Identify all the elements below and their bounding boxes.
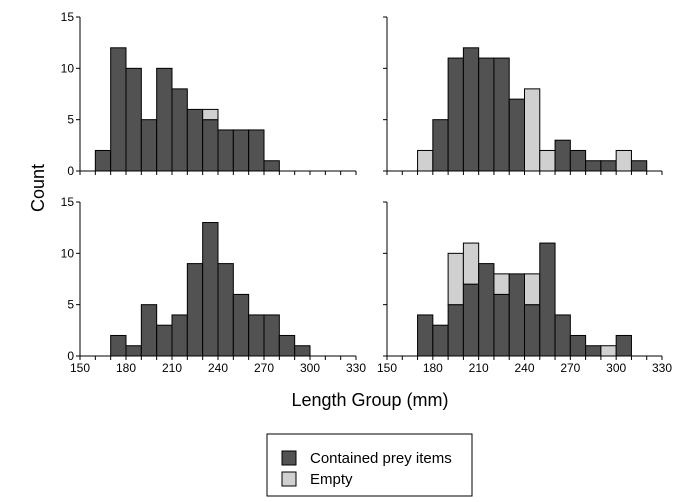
panel-bottom-right: 150 180 210 240 270 300 330 xyxy=(377,201,672,375)
y-tick-label: 10 xyxy=(61,61,75,75)
bar-contained xyxy=(462,283,480,357)
bar-contained xyxy=(278,334,296,357)
bar-contained xyxy=(569,149,587,172)
bar-contained xyxy=(462,47,480,172)
bar-empty xyxy=(202,108,219,121)
bar-contained xyxy=(94,149,112,172)
y-tick-label: 10 xyxy=(61,246,75,260)
bar-contained xyxy=(156,324,173,357)
bar-contained xyxy=(447,304,464,357)
bar-contained xyxy=(630,160,648,172)
bar-contained xyxy=(202,119,219,172)
bar-empty xyxy=(539,149,556,172)
bar-contained xyxy=(171,88,188,172)
legend-swatch-empty xyxy=(281,471,297,487)
legend-label-empty: Empty xyxy=(310,471,353,488)
bar-contained xyxy=(156,67,173,172)
bar-contained xyxy=(478,57,495,172)
bar-contained xyxy=(539,242,556,357)
panel-top-right xyxy=(383,16,663,175)
y-tick-label: 15 xyxy=(61,10,75,24)
x-axis-title: Length Group (mm) xyxy=(291,390,448,410)
bar-contained xyxy=(248,129,265,172)
bar-contained xyxy=(294,345,311,357)
bar-contained xyxy=(554,139,571,172)
bar-empty xyxy=(524,88,541,172)
bar-contained xyxy=(110,47,127,172)
panel-top-left: 0 5 10 15 xyxy=(61,10,357,178)
bar-contained xyxy=(140,119,158,172)
bar-contained xyxy=(217,129,234,172)
bar-contained xyxy=(125,345,142,357)
y-tick-label: 15 xyxy=(61,195,75,209)
x-tick-label: 180 xyxy=(423,361,443,375)
legend: Contained prey items Empty xyxy=(266,433,473,497)
bar-empty xyxy=(493,273,510,295)
panel-bottom-left: 0 5 10 15 150 180 210 240 270 300 330 xyxy=(61,195,367,375)
bar-contained xyxy=(432,119,449,172)
x-tick-label: 210 xyxy=(162,361,182,375)
bar-contained xyxy=(140,304,158,357)
bar-contained xyxy=(615,334,632,357)
bar-contained xyxy=(186,108,204,172)
x-tick-label: 210 xyxy=(469,361,489,375)
bar-contained xyxy=(263,160,280,172)
x-tick-label: 330 xyxy=(346,361,366,375)
bar-empty xyxy=(417,149,434,172)
bar-contained xyxy=(447,57,464,172)
bar-contained xyxy=(585,345,602,357)
y-tick-label: 5 xyxy=(67,298,74,312)
bar-contained xyxy=(585,160,602,172)
legend-label-contained: Contained prey items xyxy=(310,450,452,467)
x-tick-label: 240 xyxy=(514,361,534,375)
bar-contained xyxy=(171,314,188,357)
bar-contained xyxy=(600,160,617,172)
y-tick-label: 0 xyxy=(67,349,74,363)
bar-empty xyxy=(600,345,617,357)
y-tick-label: 0 xyxy=(67,164,74,178)
bar-contained xyxy=(508,98,526,172)
bar-contained xyxy=(202,222,219,357)
x-tick-label: 300 xyxy=(300,361,320,375)
bar-contained xyxy=(524,304,541,357)
bar-contained xyxy=(232,293,250,357)
bar-empty xyxy=(524,273,541,306)
bar-contained xyxy=(248,314,265,357)
bar-contained xyxy=(263,314,280,357)
bar-contained xyxy=(232,129,250,172)
x-tick-label: 330 xyxy=(652,361,672,375)
x-tick-label: 150 xyxy=(70,361,90,375)
x-tick-label: 270 xyxy=(254,361,274,375)
bar-contained xyxy=(569,334,587,357)
x-tick-label: 150 xyxy=(377,361,397,375)
x-tick-label: 300 xyxy=(606,361,626,375)
y-axis-title: Count xyxy=(28,164,48,212)
bar-contained xyxy=(432,324,449,357)
bar-contained xyxy=(478,263,495,357)
bar-contained xyxy=(110,334,127,357)
bar-contained xyxy=(186,263,204,357)
x-tick-label: 180 xyxy=(116,361,136,375)
bar-contained xyxy=(493,57,510,172)
bar-contained xyxy=(125,67,142,172)
legend-swatch-contained xyxy=(281,450,297,466)
bar-contained xyxy=(508,273,526,357)
bar-contained xyxy=(417,314,434,357)
bar-contained xyxy=(493,293,510,357)
bar-empty xyxy=(462,242,480,285)
bar-empty xyxy=(615,149,632,172)
bar-empty xyxy=(447,252,464,306)
x-tick-label: 240 xyxy=(208,361,228,375)
y-tick-label: 5 xyxy=(67,113,74,127)
legend-box xyxy=(266,433,473,497)
bar-contained xyxy=(217,263,234,357)
x-tick-label: 270 xyxy=(560,361,580,375)
bar-contained xyxy=(554,314,571,357)
